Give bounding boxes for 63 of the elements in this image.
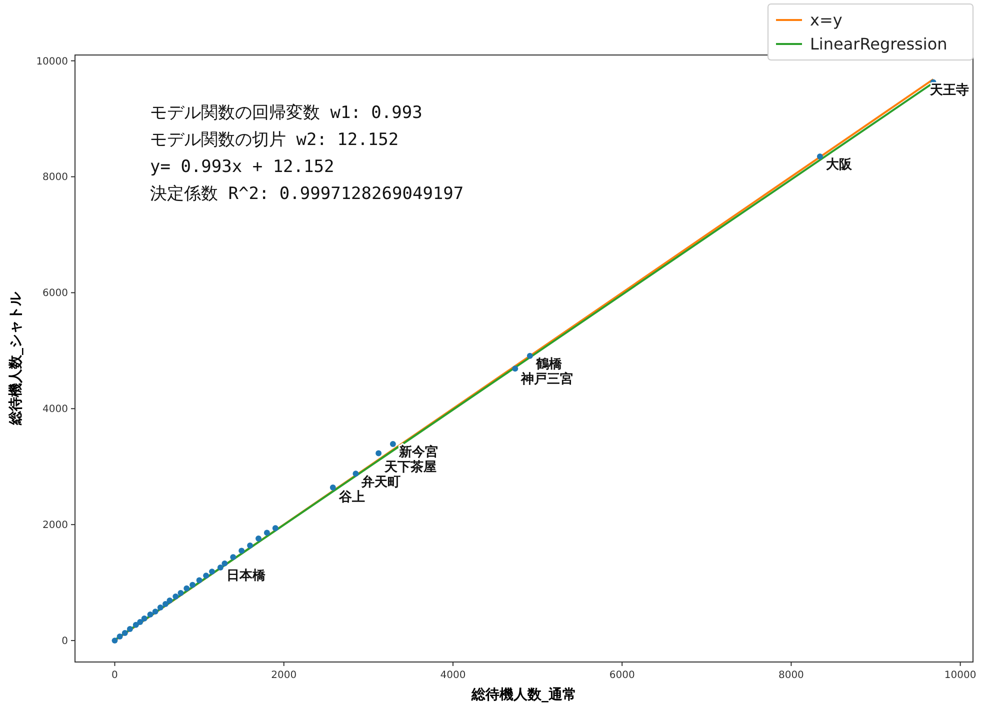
y-tick-label: 10000 — [36, 56, 68, 68]
point — [196, 577, 202, 584]
x-tick-label: 8000 — [778, 670, 804, 681]
y-tick-label: 8000 — [42, 172, 68, 184]
point — [230, 554, 236, 560]
point — [238, 548, 245, 554]
point — [122, 630, 128, 636]
annotation: モデル関数の切片 w2: 12.152 — [150, 130, 399, 150]
point — [132, 622, 139, 628]
annotation: 弁天町 — [360, 474, 401, 490]
point — [152, 608, 158, 615]
point — [116, 634, 123, 640]
x-tick-label: 2000 — [271, 670, 297, 681]
annotation: 新今宮 — [398, 444, 438, 460]
point — [190, 582, 196, 588]
point — [390, 441, 396, 447]
annotation: 天下茶屋 — [384, 459, 437, 476]
x-tick-label: 6000 — [609, 670, 635, 681]
point — [178, 590, 184, 596]
point — [217, 564, 224, 570]
point — [247, 542, 254, 548]
annotation: 鶴橋 — [534, 356, 563, 372]
point — [816, 153, 823, 160]
point — [162, 601, 168, 608]
y-tick-label: 0 — [62, 636, 68, 648]
point — [141, 616, 148, 622]
annotation: 大阪 — [826, 157, 853, 172]
point — [166, 598, 173, 604]
point — [376, 450, 382, 456]
x-tick-label: 0 — [112, 670, 118, 681]
y-axis-title: 総待機人数_シャトル — [8, 291, 24, 426]
annotation: 決定係数 R^2: 0.9997128269049197 — [150, 184, 464, 204]
legend-label: x=y — [810, 10, 842, 30]
x-tick-label: 10000 — [944, 670, 976, 681]
y-tick-label: 4000 — [42, 404, 68, 416]
annotation: モデル関数の回帰変数 w1: 0.993 — [150, 103, 422, 123]
annotation: 谷上 — [338, 490, 365, 506]
point — [222, 560, 228, 566]
point — [184, 585, 190, 592]
point — [209, 568, 215, 575]
x-axis-title: 総待機人数_通常 — [470, 686, 576, 703]
point — [126, 626, 133, 632]
point — [112, 638, 118, 644]
point — [272, 525, 278, 532]
point — [526, 352, 533, 359]
point — [256, 536, 262, 542]
point — [352, 470, 359, 477]
y-tick-label: 2000 — [42, 520, 68, 532]
point — [512, 366, 518, 372]
y-tick-label: 6000 — [42, 288, 68, 300]
annotation: 日本橋 — [226, 568, 266, 584]
annotation: 神戸三宮 — [520, 370, 574, 387]
point — [137, 619, 144, 625]
point — [264, 530, 270, 536]
annotation: 天王寺 — [929, 82, 969, 98]
legend-label: LinearRegression — [810, 34, 948, 54]
point — [147, 611, 154, 618]
point — [330, 484, 336, 490]
x-tick-label: 4000 — [440, 670, 466, 681]
annotation: y= 0.993x + 12.152 — [150, 157, 334, 177]
point — [157, 604, 164, 610]
point — [203, 572, 210, 579]
point — [172, 594, 179, 600]
